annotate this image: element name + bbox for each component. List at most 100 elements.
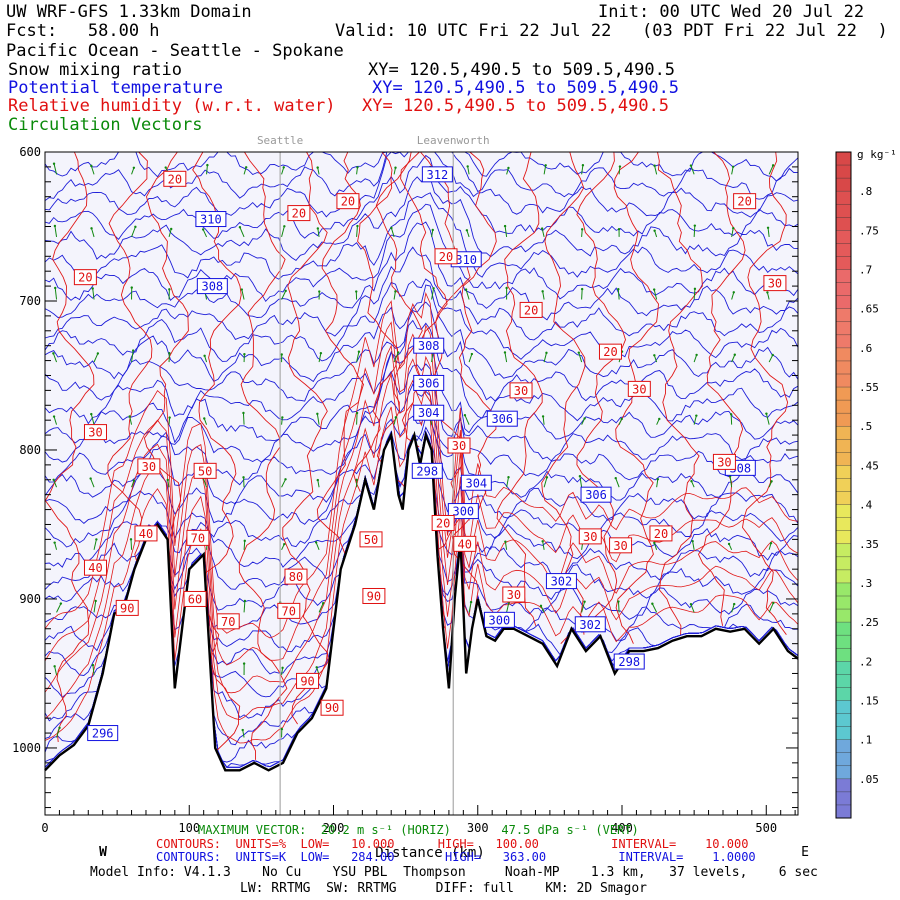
theta-contour-label: 300 [489, 613, 511, 627]
theta-contour-label: 300 [452, 505, 474, 519]
circulation-vector-head [541, 540, 543, 542]
circulation-vector-head [395, 416, 397, 418]
circulation-vector-head [540, 605, 542, 607]
circulation-vector-head [581, 228, 583, 230]
east-label: E [801, 845, 809, 860]
theta-contour-label: 310 [455, 253, 477, 267]
theta-contour-label: 298 [416, 464, 438, 478]
colorbar-segment [836, 348, 851, 387]
circulation-vector-head [242, 412, 244, 414]
circulation-vector [694, 226, 695, 237]
rh-contour-label: 20 [654, 527, 668, 541]
x-tick-label: 100 [178, 821, 200, 835]
circulation-vector-head [466, 165, 468, 167]
circulation-vector-head [52, 479, 54, 481]
circulation-vector-head [243, 662, 245, 664]
circulation-vector-head [507, 167, 509, 169]
circulation-vector-head [89, 477, 91, 479]
colorbar-tick-label: .2 [859, 655, 872, 668]
colorbar-tick-label: .65 [859, 303, 879, 316]
circulation-vector-head [545, 352, 547, 354]
circulation-vector-head [617, 288, 619, 290]
circulation-vector-head [90, 165, 92, 167]
circulation-vector-head [53, 541, 55, 543]
circulation-vector-head [52, 352, 54, 354]
circulation-vector-head [507, 476, 509, 478]
theta-contour-label: 308 [201, 280, 223, 294]
colorbar-segment [836, 270, 851, 309]
colorbar-tick-label: .3 [859, 577, 872, 590]
circulation-vector [243, 413, 244, 425]
circulation-vector-head [133, 480, 135, 482]
circulation-vector-head [579, 475, 581, 477]
colorbar-segment [836, 779, 851, 818]
circulation-vector-head [394, 290, 396, 292]
colorbar-tick-label: .75 [859, 224, 879, 237]
circulation-vector-head [167, 479, 169, 481]
colorbar-tick-label: .35 [859, 538, 879, 551]
colorbar-tick-label: .6 [859, 342, 872, 355]
colorbar-tick-label: .55 [859, 381, 879, 394]
circulation-vector-head [546, 476, 548, 478]
circulation-vector-head [245, 166, 247, 168]
colorbar-segment [836, 622, 851, 661]
circulation-vector-head [284, 478, 286, 480]
rh-contour-label: 90 [367, 589, 381, 603]
rh-contour-label: 30 [613, 539, 627, 553]
circulation-vector [618, 602, 619, 613]
rh-contour-label: 30 [514, 384, 528, 398]
rh-contour-label: 20 [341, 195, 355, 209]
y-tick-label: 600 [19, 145, 41, 159]
rh-contour-label: 30 [632, 382, 646, 396]
circulation-vector-head [168, 352, 170, 354]
circulation-vector-head [315, 541, 317, 543]
circulation-vector-head [244, 600, 246, 602]
theta-contour-label: 306 [418, 376, 440, 390]
circulation-vector-head [766, 291, 768, 293]
circulation-vector-head [619, 165, 621, 167]
circulation-vector [244, 477, 245, 487]
theta-contour-label: 306 [585, 488, 607, 502]
circulation-vector-head [694, 224, 696, 226]
physics-info: LW: RRTMG SW: RRTMG DIFF: full KM: 2D Sm… [240, 882, 647, 895]
circulation-vector-head [653, 230, 655, 232]
circulation-vector-head [470, 601, 472, 603]
circulation-vector-head [54, 287, 56, 289]
rh-contour-label: 80 [289, 570, 303, 584]
circulation-vector-head [730, 413, 732, 415]
circulation-vector-head [90, 413, 92, 415]
circulation-vector-head [390, 227, 392, 229]
theta-contour-label: 312 [427, 168, 449, 182]
circulation-vector-head [464, 414, 466, 416]
circulation-vector-head [541, 290, 543, 292]
circulation-vector-head [733, 291, 735, 293]
circulation-vector-head [691, 540, 693, 542]
circulation-vector-head [53, 163, 55, 165]
theta-contour-label: 304 [418, 406, 440, 420]
circulation-vector-head [284, 290, 286, 292]
rh-contour-label: 90 [120, 601, 134, 615]
colorbar-tick-label: .8 [859, 185, 872, 198]
colorbar-segment [836, 387, 851, 426]
circulation-vector-head [770, 480, 772, 482]
colorbar-tick-label: .7 [859, 264, 872, 277]
circulation-vector-head [54, 225, 56, 227]
theta-contour-label: 304 [465, 476, 487, 490]
colorbar-segment [836, 544, 851, 583]
y-tick-label: 900 [19, 592, 41, 606]
circulation-vector-head [583, 601, 585, 603]
circulation-vector-head [356, 225, 358, 227]
circulation-vector-head [767, 227, 769, 229]
rh-contour-label: 40 [88, 561, 102, 575]
theta-contour-label: 308 [418, 339, 440, 353]
circulation-vector-head [541, 227, 543, 229]
circulation-vector-head [690, 164, 692, 166]
circulation-vector-head [770, 542, 772, 544]
circulation-vector-head [97, 352, 99, 354]
x-tick-label: 0 [41, 821, 48, 835]
circulation-vector-head [320, 352, 322, 354]
circulation-vector-head [695, 414, 697, 416]
circulation-vector-head [60, 602, 62, 604]
circulation-vector-head [281, 416, 283, 418]
circulation-vector-head [732, 166, 734, 168]
